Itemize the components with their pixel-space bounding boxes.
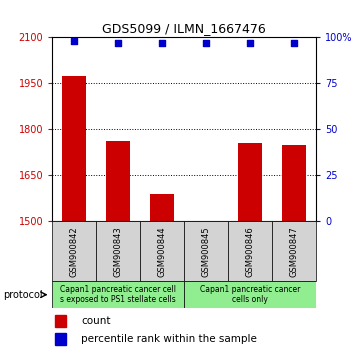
Bar — [184, 221, 228, 281]
Text: GSM900847: GSM900847 — [290, 226, 299, 277]
Text: GSM900844: GSM900844 — [158, 226, 167, 277]
Bar — [184, 281, 316, 308]
Text: GSM900846: GSM900846 — [245, 226, 255, 277]
Bar — [62, 75, 86, 221]
Bar — [106, 142, 130, 221]
Title: GDS5099 / ILMN_1667476: GDS5099 / ILMN_1667476 — [102, 22, 266, 35]
Bar — [96, 221, 140, 281]
Text: Capan1 pancreatic cancer cell
s exposed to PS1 stellate cells: Capan1 pancreatic cancer cell s exposed … — [60, 285, 176, 304]
Text: GSM900842: GSM900842 — [70, 226, 79, 277]
Bar — [282, 144, 306, 221]
Text: GSM900845: GSM900845 — [201, 226, 210, 277]
Point — [115, 40, 121, 46]
Point — [159, 40, 165, 46]
Text: Capan1 pancreatic cancer
cells only: Capan1 pancreatic cancer cells only — [200, 285, 300, 304]
Bar — [228, 221, 272, 281]
Bar — [52, 281, 184, 308]
Point — [71, 38, 77, 44]
Bar — [55, 333, 66, 345]
Text: protocol: protocol — [4, 290, 43, 300]
Bar — [150, 194, 174, 221]
Text: count: count — [81, 316, 111, 326]
Bar — [238, 143, 262, 221]
Point — [247, 40, 253, 46]
Point — [203, 40, 209, 46]
Bar — [140, 221, 184, 281]
Point — [291, 40, 297, 46]
Bar — [55, 315, 66, 327]
Bar — [52, 221, 96, 281]
Text: percentile rank within the sample: percentile rank within the sample — [81, 334, 257, 344]
Text: GSM900843: GSM900843 — [114, 226, 123, 277]
Bar — [272, 221, 316, 281]
